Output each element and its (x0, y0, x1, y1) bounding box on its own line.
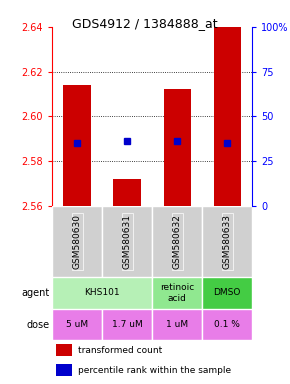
Bar (164, 89, 191, 205)
FancyBboxPatch shape (52, 205, 102, 277)
Text: percentile rank within the sample: percentile rank within the sample (78, 366, 231, 375)
Text: 1 uM: 1 uM (166, 320, 188, 329)
FancyBboxPatch shape (152, 309, 202, 341)
Text: GSM580633: GSM580633 (223, 214, 232, 269)
FancyBboxPatch shape (202, 309, 252, 341)
FancyBboxPatch shape (52, 309, 102, 341)
Bar (213, 25, 241, 205)
Bar (56, 364, 72, 376)
Text: GDS4912 / 1384888_at: GDS4912 / 1384888_at (72, 17, 218, 30)
FancyBboxPatch shape (202, 205, 252, 277)
Text: agent: agent (21, 288, 50, 298)
Bar (113, 179, 141, 205)
Bar (64, 85, 91, 205)
FancyBboxPatch shape (102, 309, 152, 341)
Text: dose: dose (27, 319, 50, 329)
Text: 0.1 %: 0.1 % (214, 320, 240, 329)
Text: GSM580631: GSM580631 (123, 214, 132, 269)
Text: 1.7 uM: 1.7 uM (112, 320, 143, 329)
FancyBboxPatch shape (52, 277, 152, 309)
Text: 5 uM: 5 uM (66, 320, 88, 329)
Text: GSM580630: GSM580630 (73, 214, 82, 269)
Text: KHS101: KHS101 (84, 288, 120, 297)
FancyBboxPatch shape (152, 205, 202, 277)
Text: retinoic
acid: retinoic acid (160, 283, 194, 303)
FancyBboxPatch shape (202, 277, 252, 309)
Text: DMSO: DMSO (214, 288, 241, 297)
Text: GSM580632: GSM580632 (173, 214, 182, 269)
FancyBboxPatch shape (152, 277, 202, 309)
Bar (56, 344, 72, 356)
FancyBboxPatch shape (102, 205, 152, 277)
Text: transformed count: transformed count (78, 346, 162, 355)
